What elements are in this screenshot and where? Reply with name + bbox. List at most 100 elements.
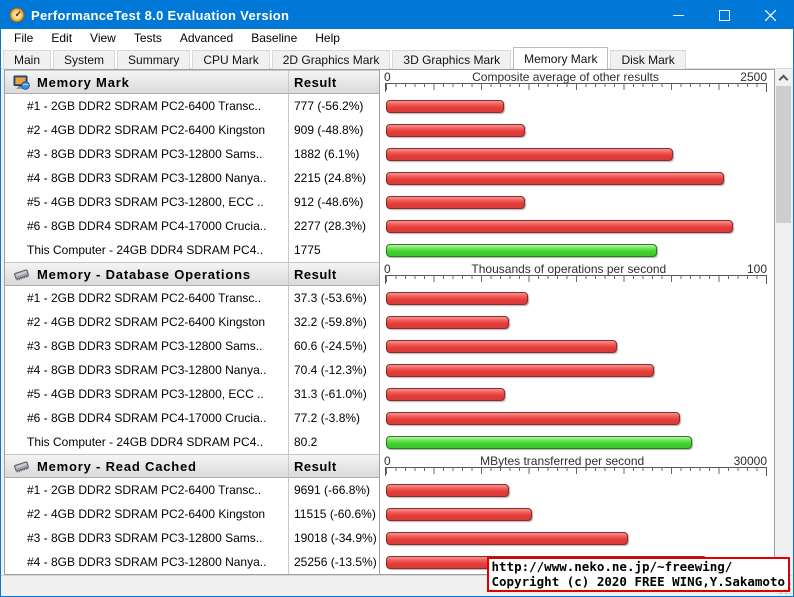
table-row[interactable]: #2 - 4GB DDR2 SDRAM PC2-6400 Kingston 11… <box>5 502 774 526</box>
row-label-cell: #6 - 8GB DDR4 SDRAM PC4-17000 Crucia.. <box>5 406 288 430</box>
row-label: #5 - 4GB DDR3 SDRAM PC3-12800, ECC .. <box>27 387 264 401</box>
menu-baseline[interactable]: Baseline <box>251 31 298 45</box>
table-row[interactable]: #5 - 4GB DDR3 SDRAM PC3-12800, ECC .. 31… <box>5 382 774 406</box>
axis-min-label: 0 <box>384 70 391 84</box>
row-label: #3 - 8GB DDR3 SDRAM PC3-12800 Sams.. <box>27 531 263 545</box>
table-row[interactable]: #2 - 4GB DDR2 SDRAM PC2-6400 Kingston 32… <box>5 310 774 334</box>
row-result-cell: 77.2 (-3.8%) <box>288 406 380 430</box>
tab-summary[interactable]: Summary <box>117 50 191 69</box>
row-label: #6 - 8GB DDR4 SDRAM PC4-17000 Crucia.. <box>27 219 267 233</box>
row-chart-cell <box>380 502 774 526</box>
axis-min-label: 0 <box>384 262 391 276</box>
row-result: 19018 (-34.9%) <box>294 531 377 545</box>
title-bar[interactable]: PerformanceTest 8.0 Evaluation Version <box>1 1 793 29</box>
row-label-cell: #5 - 4GB DDR3 SDRAM PC3-12800, ECC .. <box>5 382 288 406</box>
row-label-cell: #3 - 8GB DDR3 SDRAM PC3-12800 Sams.. <box>5 142 288 166</box>
benchmark-view: Memory Mark Result 0 Composite average o… <box>4 69 775 575</box>
row-chart-cell <box>380 334 774 358</box>
row-chart-cell <box>380 142 774 166</box>
tab-disk-mark[interactable]: Disk Mark <box>610 50 686 69</box>
section-title-cell: Memory - Read Cached <box>5 454 288 478</box>
content-area: Memory Mark Result 0 Composite average o… <box>1 69 793 575</box>
row-chart-cell <box>380 286 774 310</box>
menu-help[interactable]: Help <box>315 31 340 45</box>
row-label: #1 - 2GB DDR2 SDRAM PC2-6400 Transc.. <box>27 99 262 113</box>
axis-max-label: 30000 <box>733 454 767 468</box>
scrollbar-track[interactable] <box>775 86 792 558</box>
table-row[interactable]: #3 - 8GB DDR3 SDRAM PC3-12800 Sams.. 190… <box>5 526 774 550</box>
vertical-scrollbar[interactable] <box>775 69 792 575</box>
row-result: 1775 <box>294 243 321 257</box>
row-label: This Computer - 24GB DDR4 SDRAM PC4.. <box>27 243 264 257</box>
menu-view[interactable]: View <box>90 31 116 45</box>
row-result-cell: 32.2 (-59.8%) <box>288 310 380 334</box>
row-result-cell: 1882 (6.1%) <box>288 142 380 166</box>
row-label-cell: #4 - 8GB DDR3 SDRAM PC3-12800 Nanya.. <box>5 166 288 190</box>
row-result-cell: 777 (-56.2%) <box>288 94 380 118</box>
table-row[interactable]: #1 - 2GB DDR2 SDRAM PC2-6400 Transc.. 96… <box>5 478 774 502</box>
table-row[interactable]: #2 - 4GB DDR2 SDRAM PC2-6400 Kingston 90… <box>5 118 774 142</box>
maximize-button[interactable] <box>701 1 747 29</box>
row-result: 912 (-48.6%) <box>294 195 364 209</box>
tab-cpu-mark[interactable]: CPU Mark <box>192 50 270 69</box>
row-label-cell: #1 - 2GB DDR2 SDRAM PC2-6400 Transc.. <box>5 286 288 310</box>
row-label-cell: #3 - 8GB DDR3 SDRAM PC3-12800 Sams.. <box>5 334 288 358</box>
result-bar <box>386 243 657 257</box>
table-row[interactable]: #5 - 4GB DDR3 SDRAM PC3-12800, ECC .. 91… <box>5 190 774 214</box>
result-bar <box>386 195 526 209</box>
menu-file[interactable]: File <box>14 31 34 45</box>
close-button[interactable] <box>747 1 793 29</box>
row-result: 32.2 (-59.8%) <box>294 315 367 329</box>
table-row[interactable]: #1 - 2GB DDR2 SDRAM PC2-6400 Transc.. 77… <box>5 94 774 118</box>
section-title: Memory - Database Operations <box>37 266 251 282</box>
table-row[interactable]: #6 - 8GB DDR4 SDRAM PC4-17000 Crucia.. 2… <box>5 214 774 238</box>
scrollbar-thumb[interactable] <box>776 86 791 223</box>
monitor-icon <box>13 75 30 90</box>
row-label-cell: This Computer - 24GB DDR4 SDRAM PC4.. <box>5 238 288 262</box>
minimize-button[interactable] <box>655 1 701 29</box>
result-bar <box>386 411 681 425</box>
menu-edit[interactable]: Edit <box>51 31 73 45</box>
section-title: Memory - Read Cached <box>37 458 197 474</box>
result-bar <box>386 435 692 449</box>
result-bar <box>386 483 510 497</box>
result-bar <box>386 219 734 233</box>
row-result-cell: 1775 <box>288 238 380 262</box>
tab-3d-graphics-mark[interactable]: 3D Graphics Mark <box>392 50 512 69</box>
scroll-up-button[interactable] <box>775 69 792 86</box>
row-label-cell: #2 - 4GB DDR2 SDRAM PC2-6400 Kingston <box>5 310 288 334</box>
table-row[interactable]: This Computer - 24GB DDR4 SDRAM PC4.. 17… <box>5 238 774 262</box>
table-row[interactable]: This Computer - 24GB DDR4 SDRAM PC4.. 80… <box>5 430 774 454</box>
row-label-cell: #6 - 8GB DDR4 SDRAM PC4-17000 Crucia.. <box>5 214 288 238</box>
table-row[interactable]: #3 - 8GB DDR3 SDRAM PC3-12800 Sams.. 60.… <box>5 334 774 358</box>
tab-main[interactable]: Main <box>3 50 52 69</box>
row-result-cell: 2277 (28.3%) <box>288 214 380 238</box>
result-bar <box>386 531 628 545</box>
row-result: 777 (-56.2%) <box>294 99 364 113</box>
row-chart-cell <box>380 358 774 382</box>
menu-bar: File Edit View Tests Advanced Baseline Help <box>1 29 793 47</box>
row-label: #5 - 4GB DDR3 SDRAM PC3-12800, ECC .. <box>27 195 264 209</box>
axis-max-label: 2500 <box>740 70 767 84</box>
ram-icon <box>14 460 29 473</box>
row-chart-cell <box>380 406 774 430</box>
row-result-cell: 2215 (24.8%) <box>288 166 380 190</box>
tab-memory-mark[interactable]: Memory Mark <box>513 47 609 69</box>
row-chart-cell <box>380 310 774 334</box>
row-result-cell: 25256 (-13.5%) <box>288 550 380 574</box>
menu-advanced[interactable]: Advanced <box>179 31 234 45</box>
menu-tests[interactable]: Tests <box>133 31 162 45</box>
table-row[interactable]: #4 - 8GB DDR3 SDRAM PC3-12800 Nanya.. 70… <box>5 358 774 382</box>
row-result-cell: 37.3 (-53.6%) <box>288 286 380 310</box>
tab-system[interactable]: System <box>53 50 116 69</box>
table-row[interactable]: #1 - 2GB DDR2 SDRAM PC2-6400 Transc.. 37… <box>5 286 774 310</box>
tab-2d-graphics-mark[interactable]: 2D Graphics Mark <box>271 50 391 69</box>
table-row[interactable]: #6 - 8GB DDR4 SDRAM PC4-17000 Crucia.. 7… <box>5 406 774 430</box>
table-row[interactable]: #3 - 8GB DDR3 SDRAM PC3-12800 Sams.. 188… <box>5 142 774 166</box>
row-result: 77.2 (-3.8%) <box>294 411 361 425</box>
row-label: #1 - 2GB DDR2 SDRAM PC2-6400 Transc.. <box>27 483 262 497</box>
axis-ruler <box>385 275 767 284</box>
row-label: #4 - 8GB DDR3 SDRAM PC3-12800 Nanya.. <box>27 555 267 569</box>
table-row[interactable]: #4 - 8GB DDR3 SDRAM PC3-12800 Nanya.. 22… <box>5 166 774 190</box>
